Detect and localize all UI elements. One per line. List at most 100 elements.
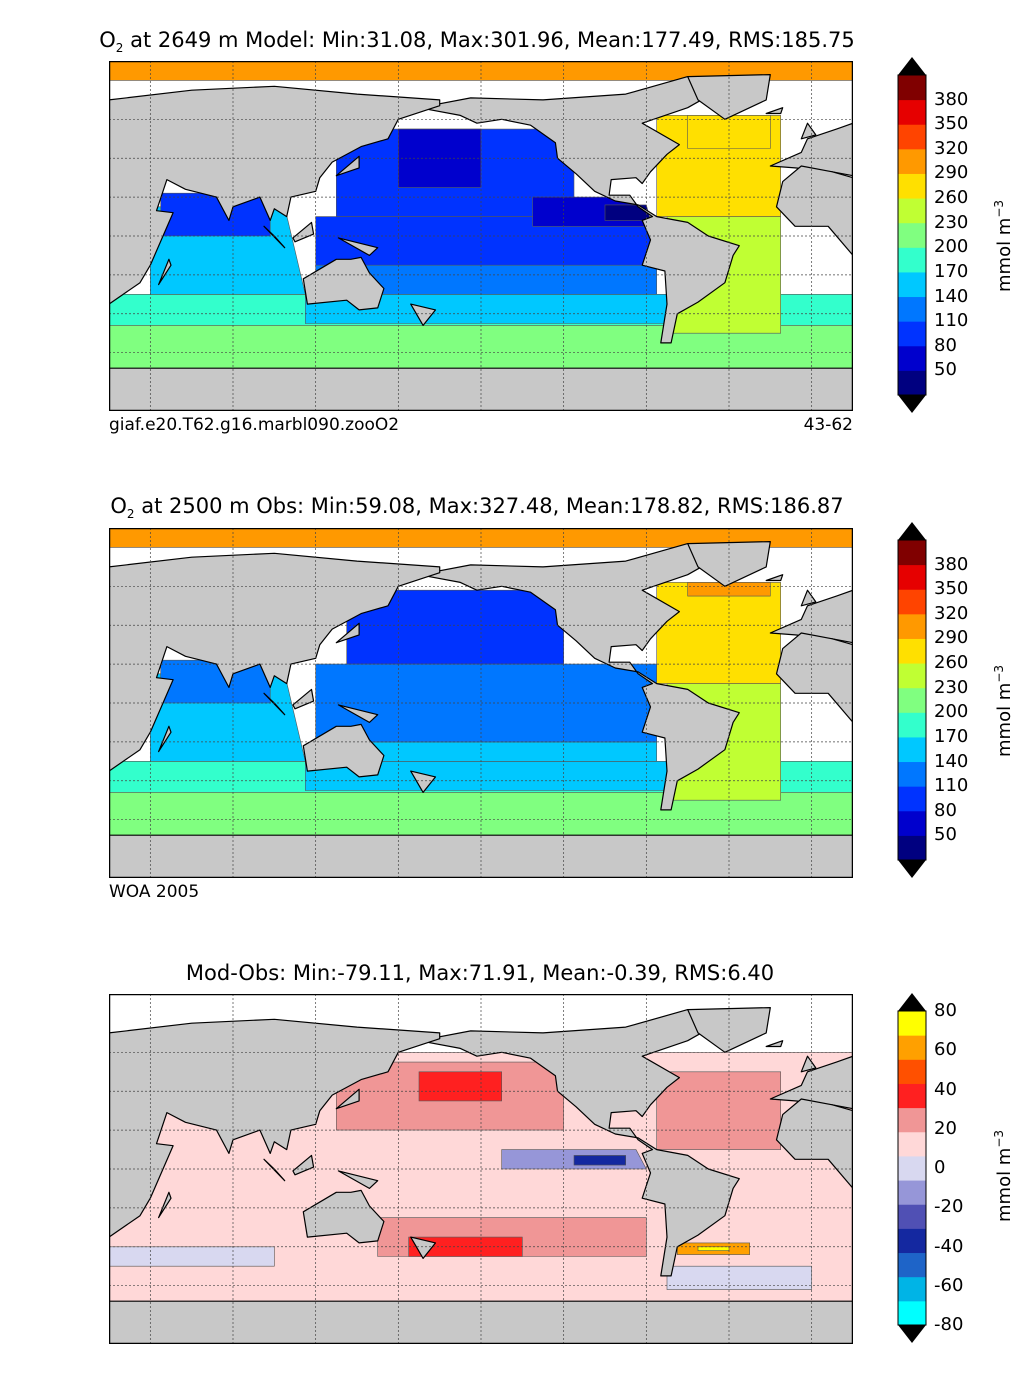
land-mass — [765, 107, 784, 115]
colorbar-tick-label: 20 — [934, 1117, 957, 1139]
colorbar-segment — [898, 247, 926, 273]
colorbar-min-arrow — [898, 395, 926, 413]
colorbar-tick-label: 320 — [934, 602, 969, 624]
map-frame — [109, 528, 853, 878]
colorbar-tick-label: 260 — [934, 187, 969, 209]
difference-map — [109, 994, 853, 1344]
oxygen-colorbar — [896, 57, 928, 413]
field-region — [697, 1246, 730, 1252]
colorbar-segment — [898, 321, 926, 347]
land-mass — [687, 1007, 771, 1053]
land-mass — [410, 770, 437, 793]
field-region — [666, 1265, 813, 1290]
land-mass — [775, 632, 853, 723]
colorbar-tick-label: 260 — [934, 652, 969, 674]
land-mass — [418, 76, 740, 344]
land-mass — [775, 1098, 853, 1189]
land-mass — [337, 237, 379, 256]
land-mass — [410, 303, 437, 326]
difference-colorbar — [896, 993, 928, 1343]
colorbar-tick-label: 40 — [934, 1078, 957, 1100]
land-mass — [335, 1088, 360, 1110]
land-mass — [109, 85, 441, 305]
land-mass — [775, 165, 853, 256]
source-label: WOA 2005 — [109, 882, 200, 902]
colorbar-segment — [898, 222, 926, 248]
colorbar-segment — [898, 1252, 926, 1278]
land-mass — [687, 541, 771, 587]
colorbar-tick-label: -80 — [934, 1314, 964, 1335]
colorbar-segment — [898, 589, 926, 615]
panel-title: O2 at 2649 m Model: Min:31.08, Max:301.9… — [99, 28, 855, 56]
colorbar-segment — [898, 271, 926, 298]
colorbar-segment — [898, 564, 926, 590]
colorbar-tick-label: 200 — [934, 701, 969, 723]
colorbar-tick-label: 170 — [934, 260, 969, 282]
colorbar-unit: mmol m−3 — [992, 1129, 1015, 1222]
colorbar-tick-label: 230 — [934, 676, 969, 698]
colorbar-tick-label: 80 — [934, 1000, 957, 1021]
colorbar-tick-label: 60 — [934, 1039, 957, 1061]
colorbar-segment — [898, 1300, 926, 1326]
colorbar-segment — [898, 173, 926, 199]
colorbar-segment — [898, 1011, 926, 1036]
colorbar-max-arrow — [898, 57, 926, 75]
land-mass — [109, 1018, 441, 1238]
colorbar-tick-label: 50 — [934, 824, 957, 846]
colorbar-max-arrow — [898, 522, 926, 540]
obs-map — [109, 528, 853, 878]
colorbar-segment — [898, 1155, 926, 1181]
colorbar-min-arrow — [898, 1325, 926, 1343]
colorbar-segment — [898, 99, 926, 125]
colorbar-segment — [898, 124, 926, 150]
colorbar-segment — [898, 345, 926, 371]
colorbar-tick-label: -60 — [934, 1274, 964, 1296]
colorbar-tick-label: 350 — [934, 578, 969, 600]
colorbar-segment — [898, 198, 926, 224]
colorbar-tick-label: 350 — [934, 113, 969, 135]
colorbar-segment — [898, 736, 926, 763]
field-region — [604, 204, 651, 221]
colorbar-segment — [898, 638, 926, 664]
field-region — [656, 1071, 782, 1150]
field-region — [109, 1246, 275, 1267]
land-mass — [337, 1170, 379, 1189]
colorbar-tick-label: 140 — [934, 750, 969, 772]
colorbar-segment — [898, 761, 926, 787]
land-mass — [263, 225, 286, 249]
land-mass — [410, 1236, 437, 1259]
colorbar-segment — [898, 296, 926, 322]
colorbar-tick-label: 320 — [934, 137, 969, 159]
land-mass — [687, 74, 771, 120]
colorbar-segment — [898, 810, 926, 836]
land-mass — [418, 1009, 740, 1277]
map-frame — [109, 994, 853, 1344]
colorbar-segment — [898, 613, 926, 639]
land-mass — [302, 723, 385, 778]
colorbar-tick-label: 50 — [934, 359, 957, 381]
colorbar-tick-label: 110 — [934, 775, 969, 797]
land-mass — [292, 221, 315, 243]
colorbar-segment — [898, 687, 926, 713]
land-mass — [335, 155, 360, 177]
land-mass — [109, 552, 441, 772]
land-mass — [263, 692, 286, 716]
colorbar-tick-label: 170 — [934, 725, 969, 747]
land-mass — [302, 1189, 385, 1244]
land-mass — [263, 1158, 286, 1182]
land-mass — [302, 256, 385, 311]
colorbar-segment — [898, 663, 926, 689]
years-label: 43-62 — [803, 415, 853, 435]
colorbar-segment — [898, 540, 926, 566]
colorbar-segment — [898, 370, 926, 396]
field-region — [687, 115, 771, 149]
colorbar-tick-label: -20 — [934, 1196, 964, 1218]
colorbar-segment — [898, 835, 926, 861]
obs-panel: O2 at 2500 m Obs: Min:59.08, Max:327.48,… — [109, 494, 1015, 902]
land-mass — [157, 725, 172, 753]
land-mass — [157, 1191, 172, 1219]
colorbar-tick-label: -40 — [934, 1235, 964, 1257]
colorbar-segment — [898, 1204, 926, 1229]
colorbar-segment — [898, 1276, 926, 1302]
